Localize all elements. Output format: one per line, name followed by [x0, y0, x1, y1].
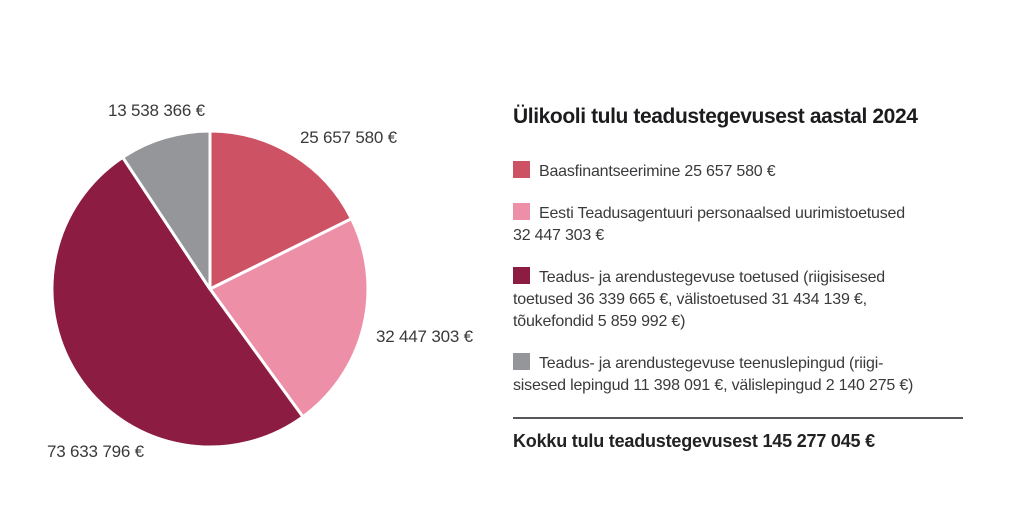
pie-value-label-ta-toetused: 73 633 796 € — [47, 442, 144, 461]
chart-title: Ülikooli tulu teadustegevusest aastal 20… — [513, 105, 918, 128]
legend-swatch-icon — [513, 161, 530, 178]
legend-item-text: Eesti Teadusagentuuri personaalsed uurim… — [513, 203, 965, 225]
pie-slice-eta-uurimistoetused — [208, 217, 370, 419]
legend-item-text: 32 447 303 € — [513, 227, 605, 244]
pie-slice-ta-teenuslepingud — [121, 129, 212, 291]
legend-item-text: Teadus- ja arendustegevuse toetused (rii… — [513, 267, 965, 289]
total-line: Kokku tulu teadustegevusest 145 277 045 … — [513, 431, 875, 451]
pie-value-label-ta-teenuslepingud: 13 538 366 € — [108, 101, 205, 120]
legend-item-text: sisesed lepingud 11 398 091 €, välislepi… — [513, 377, 914, 394]
pie-slice-baasfinantseerimine — [208, 129, 353, 291]
legend-panel: Ülikooli tulu teadustegevusest aastal 20… — [513, 104, 965, 452]
legend-swatch-icon — [513, 353, 530, 370]
legend-item-ta-teenuslepingud: Teadus- ja arendustegevuse teenuslepingu… — [513, 353, 965, 397]
legend-swatch-icon — [513, 203, 530, 220]
legend-item-text: Teadus- ja arendustegevuse teenuslepingu… — [513, 353, 965, 375]
legend-swatch-icon — [513, 267, 530, 284]
legend-item-eta-uurimistoetused: Eesti Teadusagentuuri personaalsed uurim… — [513, 203, 965, 247]
legend-item-text: tõukefondid 5 859 992 €) — [513, 313, 686, 330]
pie-value-label-baasfinantseerimine: 25 657 580 € — [300, 128, 397, 147]
pie-value-label-eta-uurimistoetused: 32 447 303 € — [376, 327, 473, 346]
legend-item-ta-toetused: Teadus- ja arendustegevuse toetused (rii… — [513, 267, 965, 333]
pie-slice-ta-toetused — [50, 155, 305, 449]
legend-item-text: Baasfinantseerimine 25 657 580 € — [513, 161, 965, 183]
legend-item-baasfinantseerimine: Baasfinantseerimine 25 657 580 € — [513, 161, 965, 183]
legend-item-text: toetused 36 339 665 €, välistoetused 31 … — [513, 291, 867, 308]
legend-list: Baasfinantseerimine 25 657 580 € Eesti Te… — [513, 161, 965, 397]
pie-chart — [50, 129, 370, 449]
divider — [513, 417, 963, 419]
